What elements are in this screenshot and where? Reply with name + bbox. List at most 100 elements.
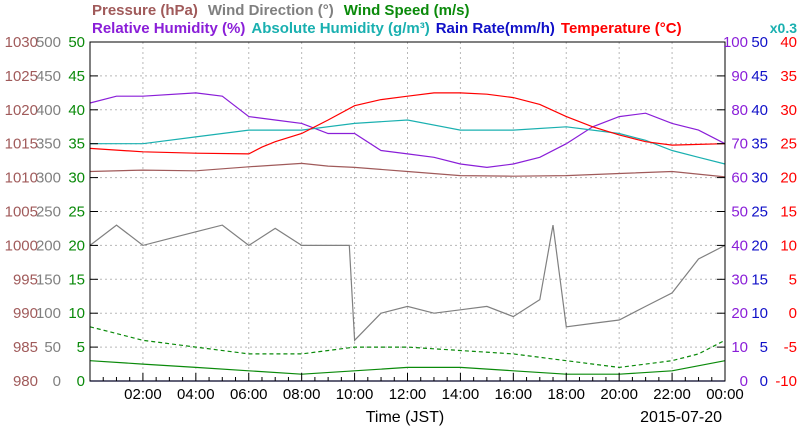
- y-tick-label: 1005: [5, 204, 38, 221]
- y-tick-label: 15: [68, 271, 85, 288]
- y-tick-label: 980: [13, 373, 38, 390]
- y-tick-label: 1020: [5, 102, 38, 119]
- legend-entry: Wind Direction (°): [208, 2, 334, 19]
- x-tick-label: 10:00: [336, 386, 374, 403]
- y-tick-label: 150: [36, 271, 61, 288]
- legend-entry: Rain Rate(mm/h): [436, 20, 555, 37]
- y-tick-label: 25: [68, 204, 85, 221]
- y-tick-label: 400: [36, 102, 61, 119]
- y-tick-label: 200: [36, 237, 61, 254]
- y-tick-label: 1010: [5, 170, 38, 187]
- legend-entry: Temperature (°C): [561, 20, 682, 37]
- y-tick-label: 0: [789, 305, 797, 322]
- y-tick-label: 250: [36, 204, 61, 221]
- y-tick-label: 300: [36, 170, 61, 187]
- y-tick-label: 1030: [5, 34, 38, 51]
- legend-entry: Pressure (hPa): [92, 2, 198, 19]
- y-tick-label: 15: [751, 271, 768, 288]
- x-tick-label: 04:00: [177, 386, 215, 403]
- y-tick-label: 90: [731, 68, 748, 85]
- x-tick-label: 18:00: [547, 386, 585, 403]
- x-tick-label: 02:00: [124, 386, 162, 403]
- y-tick-label: 70: [731, 136, 748, 153]
- y-tick-label: 5: [789, 271, 797, 288]
- y-tick-label: 30: [780, 102, 797, 119]
- legend-entry: Relative Humidity (%): [92, 20, 245, 37]
- y-tick-label: 35: [780, 68, 797, 85]
- y-tick-label: 20: [68, 237, 85, 254]
- grid: [90, 42, 725, 381]
- legend: Pressure (hPa) Wind Direction (°) Wind Spe…: [92, 2, 797, 37]
- y-tick-label: 350: [36, 136, 61, 153]
- y-tick-label: 45: [68, 68, 85, 85]
- series-line: [89, 92, 726, 155]
- y-tick-label: 25: [780, 136, 797, 153]
- abs-humidity-scale-note: x0.3: [770, 20, 797, 36]
- y-tick-label: 10: [780, 237, 797, 254]
- x-tick-label: 14:00: [442, 386, 480, 403]
- y-tick-label: 35: [68, 136, 85, 153]
- y-tick-label: 0: [77, 373, 85, 390]
- legend-entry: Wind Speed (m/s): [344, 2, 470, 19]
- y-tick-label: 50: [751, 34, 768, 51]
- series-line: [89, 326, 726, 369]
- y-tick-label: 30: [751, 170, 768, 187]
- x-axis-title: Time (JST): [366, 409, 445, 426]
- y-axis: 1030 1025 1020 1015 1010 1005 1000 995 990 985 980: [5, 34, 38, 390]
- y-tick-label: 985: [13, 339, 38, 356]
- x-tick-label: 08:00: [283, 386, 321, 403]
- y-tick-label: 50: [44, 339, 61, 356]
- y-tick-label: 1015: [5, 136, 38, 153]
- y-tick-label: 10: [751, 305, 768, 322]
- series-line: [89, 162, 726, 178]
- y-tick-label: 20: [751, 237, 768, 254]
- y-tick-label: 5: [760, 339, 768, 356]
- y-tick-label: 40: [780, 34, 797, 51]
- y-tick-label: 25: [751, 204, 768, 221]
- series-line: [89, 224, 726, 342]
- y-tick-label: 60: [731, 170, 748, 187]
- y-axes: 1030102510201015101010051000995990985980…: [5, 34, 797, 390]
- y-tick-label: 15: [780, 204, 797, 221]
- x-tick-label: 20:00: [600, 386, 638, 403]
- y-tick-label: 40: [751, 102, 768, 119]
- y-tick-label: 0: [760, 373, 768, 390]
- y-tick-label: 50: [731, 204, 748, 221]
- y-tick-label: 1025: [5, 68, 38, 85]
- series-line: [90, 119, 726, 165]
- x-tick-label: 16:00: [495, 386, 533, 403]
- y-tick-label: -10: [775, 373, 797, 390]
- y-tick-label: 10: [68, 305, 85, 322]
- y-tick-label: 30: [68, 170, 85, 187]
- series-line: [89, 92, 726, 169]
- y-tick-label: 40: [68, 102, 85, 119]
- y-tick-label: 20: [780, 170, 797, 187]
- x-tick-label: 22:00: [653, 386, 691, 403]
- y-tick-label: 500: [36, 34, 61, 51]
- x-tick-label: 06:00: [230, 386, 268, 403]
- y-tick-label: 100: [36, 305, 61, 322]
- y-tick-label: 0: [53, 373, 61, 390]
- x-axis: 02:00 04:00 06:00 08:00 10:00 12:00 14:00 16:00…: [102, 373, 744, 403]
- x-tick-label: 00:00: [706, 386, 744, 403]
- date-label: 2015-07-20: [640, 409, 722, 426]
- y-tick-label: 1000: [5, 237, 38, 254]
- y-tick-label: 35: [751, 136, 768, 153]
- y-tick-label: 30: [731, 271, 748, 288]
- y-tick-label: 40: [731, 237, 748, 254]
- x-tick-label: 12:00: [389, 386, 427, 403]
- y-axis: 40 35 30 25 20 15 10 5 0 -5 -10: [775, 34, 797, 390]
- y-tick-label: 80: [731, 102, 748, 119]
- legend-entry: Absolute Humidity (g/m³): [251, 20, 429, 37]
- y-tick-label: 45: [751, 68, 768, 85]
- y-tick-label: 995: [13, 271, 38, 288]
- y-tick-label: 50: [68, 34, 85, 51]
- y-tick-label: 10: [731, 339, 748, 356]
- y-tick-label: -5: [784, 339, 797, 356]
- y-tick-label: 990: [13, 305, 38, 322]
